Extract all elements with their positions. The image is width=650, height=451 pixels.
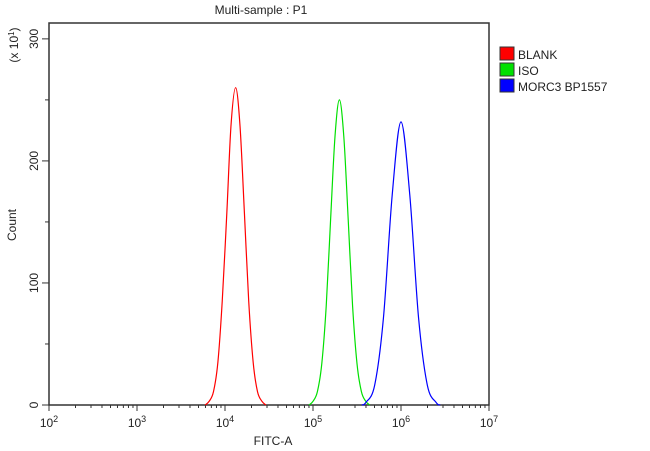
y-tick-label: 200 [27, 151, 41, 171]
x-tick-label: 104 [216, 414, 234, 430]
legend-label: MORC3 BP1557 [518, 80, 608, 94]
x-tick-label: 102 [40, 414, 58, 430]
legend-swatch [499, 62, 515, 77]
y-tick-label: 100 [27, 273, 41, 293]
chart-title: Multi-sample : P1 [215, 3, 308, 17]
legend-swatch [499, 46, 515, 61]
series-line-iso [308, 99, 371, 406]
legend-label: ISO [518, 64, 539, 78]
series-line-morc3-bp1557 [361, 121, 441, 406]
x-axis-label: FITC-A [254, 434, 293, 448]
legend-label: BLANK [518, 48, 557, 62]
y-axis-label: Count [5, 208, 19, 241]
legend: BLANK ISO MORC3 BP1557 [499, 46, 608, 94]
y-multiplier: (x 101) [7, 27, 21, 62]
series-line-blank [204, 87, 267, 406]
x-tick-label: 107 [480, 414, 498, 430]
y-tick-label: 300 [27, 29, 41, 49]
x-tick-label: 105 [304, 414, 322, 430]
legend-swatch [499, 78, 515, 93]
x-tick-label: 103 [128, 414, 146, 430]
plot-frame [48, 22, 490, 406]
x-tick-label: 106 [392, 414, 410, 430]
y-tick-label: 0 [27, 401, 41, 408]
